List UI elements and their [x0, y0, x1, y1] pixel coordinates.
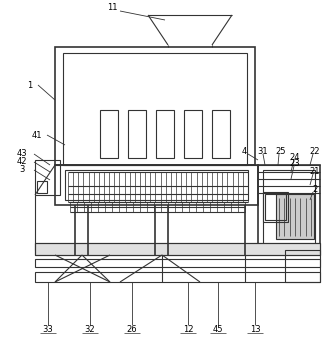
- Bar: [100, 110, 118, 158]
- Text: 11: 11: [107, 4, 117, 13]
- Bar: [55, 47, 255, 165]
- Text: 12: 12: [183, 326, 193, 335]
- Bar: [35, 243, 320, 255]
- Text: 1: 1: [27, 80, 33, 90]
- Bar: [258, 165, 320, 250]
- Bar: [263, 192, 288, 222]
- Bar: [285, 250, 320, 282]
- Bar: [35, 259, 320, 267]
- Text: 32: 32: [85, 326, 95, 335]
- Polygon shape: [148, 15, 232, 45]
- Bar: [35, 272, 320, 282]
- Bar: [265, 194, 286, 220]
- Text: 41: 41: [32, 131, 42, 140]
- Text: 43: 43: [17, 149, 27, 159]
- Bar: [212, 110, 230, 158]
- Bar: [263, 170, 315, 245]
- Text: 13: 13: [250, 326, 260, 335]
- Bar: [184, 110, 202, 158]
- Text: 3: 3: [19, 166, 25, 175]
- Bar: [35, 160, 60, 195]
- Text: 42: 42: [17, 158, 27, 167]
- Text: 25: 25: [276, 147, 286, 156]
- Bar: [156, 110, 174, 158]
- Text: 24: 24: [290, 153, 300, 161]
- Text: 21: 21: [310, 168, 320, 176]
- Bar: [63, 53, 247, 165]
- Text: 22: 22: [310, 147, 320, 156]
- Text: 33: 33: [43, 326, 53, 335]
- Text: 31: 31: [258, 147, 268, 156]
- Bar: [55, 165, 258, 205]
- Bar: [65, 170, 248, 200]
- Text: 26: 26: [127, 326, 137, 335]
- Bar: [128, 110, 146, 158]
- Text: 4: 4: [241, 147, 246, 156]
- Text: 45: 45: [213, 326, 223, 335]
- Text: 23: 23: [290, 160, 300, 168]
- Bar: [37, 181, 47, 193]
- Bar: [276, 194, 314, 239]
- Bar: [35, 243, 320, 255]
- Text: 2: 2: [312, 186, 318, 195]
